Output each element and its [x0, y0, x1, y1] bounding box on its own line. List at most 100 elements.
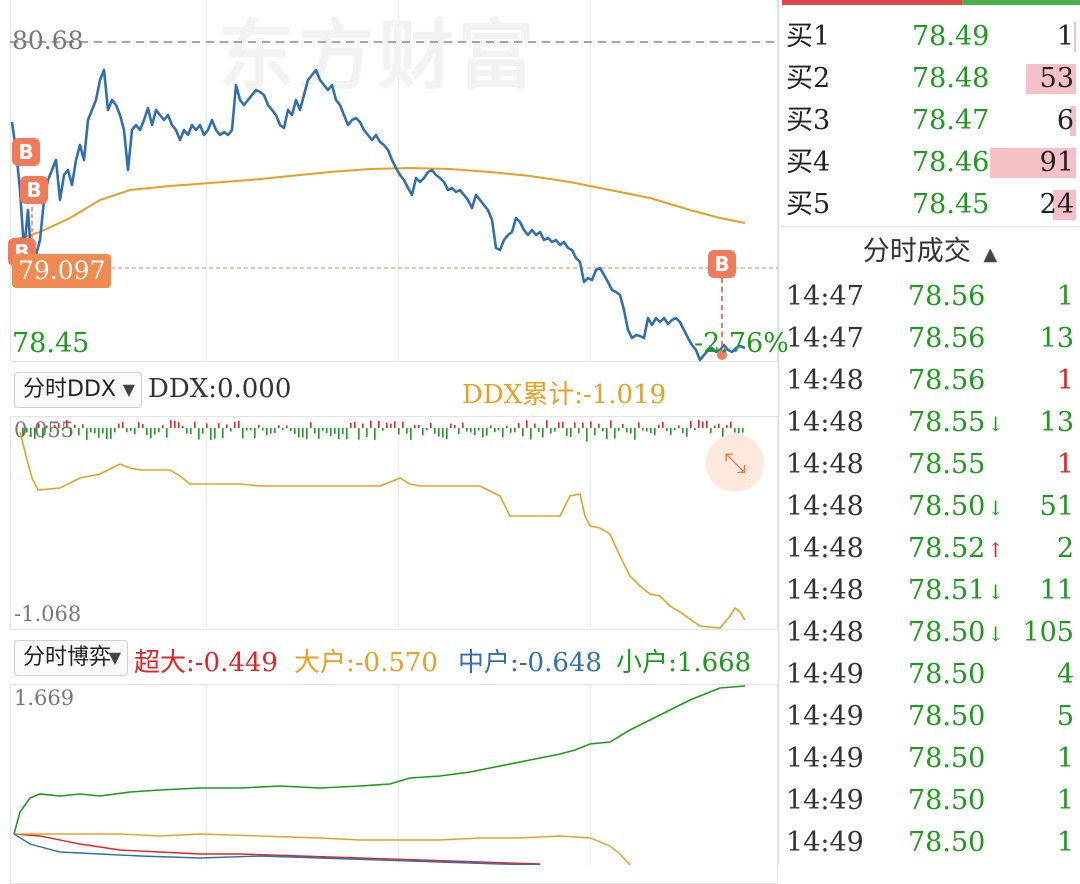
trade-price: 78.50 ↓	[908, 491, 1005, 522]
ddx-bar	[686, 428, 688, 437]
ddx-bar	[622, 423, 624, 428]
low-price-label: 78.45	[12, 328, 90, 359]
ddx-bar	[198, 428, 200, 440]
chevron-down-icon: ▼	[108, 648, 121, 667]
ddx-bar	[250, 428, 252, 431]
ddx-bar	[266, 428, 268, 435]
ddx-bar	[138, 422, 140, 428]
game-chart-svg	[13, 685, 746, 865]
ddx-bar	[582, 422, 584, 428]
ddx-bar	[562, 421, 564, 428]
ddx-bar	[522, 428, 524, 437]
ddx-bar	[470, 428, 472, 433]
trade-row: 14:48 78.55 1	[780, 444, 1080, 486]
ddx-bar	[350, 423, 352, 428]
ddx-bars	[22, 420, 744, 442]
ddx-bar	[34, 428, 36, 439]
ddx-bar	[490, 425, 492, 428]
ddx-bar	[230, 428, 232, 432]
ddx-bar	[518, 423, 520, 428]
ddx-bar	[258, 425, 260, 428]
b-badge-2[interactable]: B	[20, 176, 48, 204]
ddx-bar	[510, 428, 512, 433]
trade-time: 14:47	[786, 323, 864, 354]
ddx-bar	[526, 420, 528, 428]
ddx-bar	[190, 428, 192, 434]
orderbook-ratio-red	[782, 0, 962, 5]
ddx-bar	[586, 428, 588, 442]
bid-level-label: 买4	[786, 147, 831, 178]
ddx-bar	[318, 428, 320, 439]
ddx-bar	[630, 428, 632, 434]
ddx-bar	[382, 428, 384, 431]
sort-up-icon: ▲	[983, 244, 998, 265]
arrow-up-icon: ↑	[987, 538, 1005, 562]
price-chart[interactable]: 东方财富 B B B B 80.68 79.097 78.45 -2.76%	[0, 0, 789, 362]
trade-row: 14:48 78.52 ↑ 2	[780, 528, 1080, 570]
ddx-bar	[662, 422, 664, 428]
trades-header[interactable]: 分时成交 ▲	[780, 232, 1080, 272]
ddx-bar	[206, 423, 208, 428]
trade-time: 14:49	[786, 827, 864, 858]
ddx-bar	[442, 428, 444, 438]
ddx-bar	[82, 424, 84, 428]
ddx-bar	[570, 428, 572, 438]
game-chart[interactable]: 1.669	[0, 684, 778, 884]
ddx-bar	[410, 428, 412, 440]
ddx-bar	[434, 428, 436, 434]
ddx-bar	[46, 425, 48, 428]
ddx-bar	[50, 428, 52, 433]
ddx-bar	[326, 428, 328, 434]
ddx-bar	[98, 428, 100, 438]
trade-time: 14:49	[786, 701, 864, 732]
ddx-selector[interactable]: 分时DDX ▼	[14, 372, 142, 408]
order-book-row: 买5 78.45 24	[780, 184, 1080, 226]
ddx-bar	[694, 428, 696, 431]
b-badge-1[interactable]: B	[12, 138, 40, 166]
average-price-line	[13, 166, 746, 241]
ddx-bar	[730, 421, 732, 428]
ddx-bar	[150, 428, 152, 439]
ddx-bar	[430, 422, 432, 428]
ddx-bar	[334, 428, 336, 434]
ddx-bar	[446, 428, 448, 440]
ddx-bar	[402, 421, 404, 428]
ddx-bar	[670, 428, 672, 435]
trade-volume: 5	[1056, 701, 1074, 732]
ddx-bar	[322, 428, 324, 431]
b-badge-4[interactable]: B	[708, 250, 736, 278]
trade-price: 78.50	[908, 743, 986, 774]
ddx-bar	[406, 428, 408, 434]
ddx-bar	[106, 428, 108, 440]
ddx-bar	[574, 422, 576, 428]
ddx-chart[interactable]: 0.055 -1.068 ⤡	[0, 416, 778, 630]
ddx-bar	[102, 428, 104, 434]
trade-volume: 105	[1022, 617, 1074, 648]
bid-price: 78.48	[912, 63, 990, 94]
ddx-bar	[222, 428, 224, 438]
bid-level-label: 买1	[786, 21, 831, 52]
ddx-bar	[38, 423, 40, 428]
game-selector[interactable]: 分时博弈 ▼	[14, 640, 128, 676]
ddx-bar	[718, 423, 720, 428]
ddx-bar	[558, 422, 560, 428]
ddx-bar	[158, 428, 160, 433]
ddx-bar	[338, 428, 340, 440]
ddx-selector-label: 分时DDX	[23, 377, 116, 402]
trade-row: 14:49 78.50 5	[780, 696, 1080, 738]
ddx-bar	[346, 428, 348, 439]
trade-volume: 51	[1039, 491, 1074, 522]
trade-price: 78.50	[908, 785, 986, 816]
expand-icon[interactable]: ⤡	[706, 434, 764, 492]
bid-price: 78.49	[912, 21, 990, 52]
ddx-bar	[54, 425, 56, 428]
ddx-bar	[506, 425, 508, 428]
ddx-bar	[310, 422, 312, 428]
ddx-bar	[306, 428, 308, 440]
super-large-value: 超大:-0.449	[134, 648, 278, 678]
ddx-bar	[26, 428, 28, 433]
ddx-bar	[342, 428, 344, 435]
price-line	[10, 68, 746, 362]
ddx-cumulative: DDX累计:-1.019	[462, 380, 667, 410]
ddx-bar	[90, 428, 92, 433]
